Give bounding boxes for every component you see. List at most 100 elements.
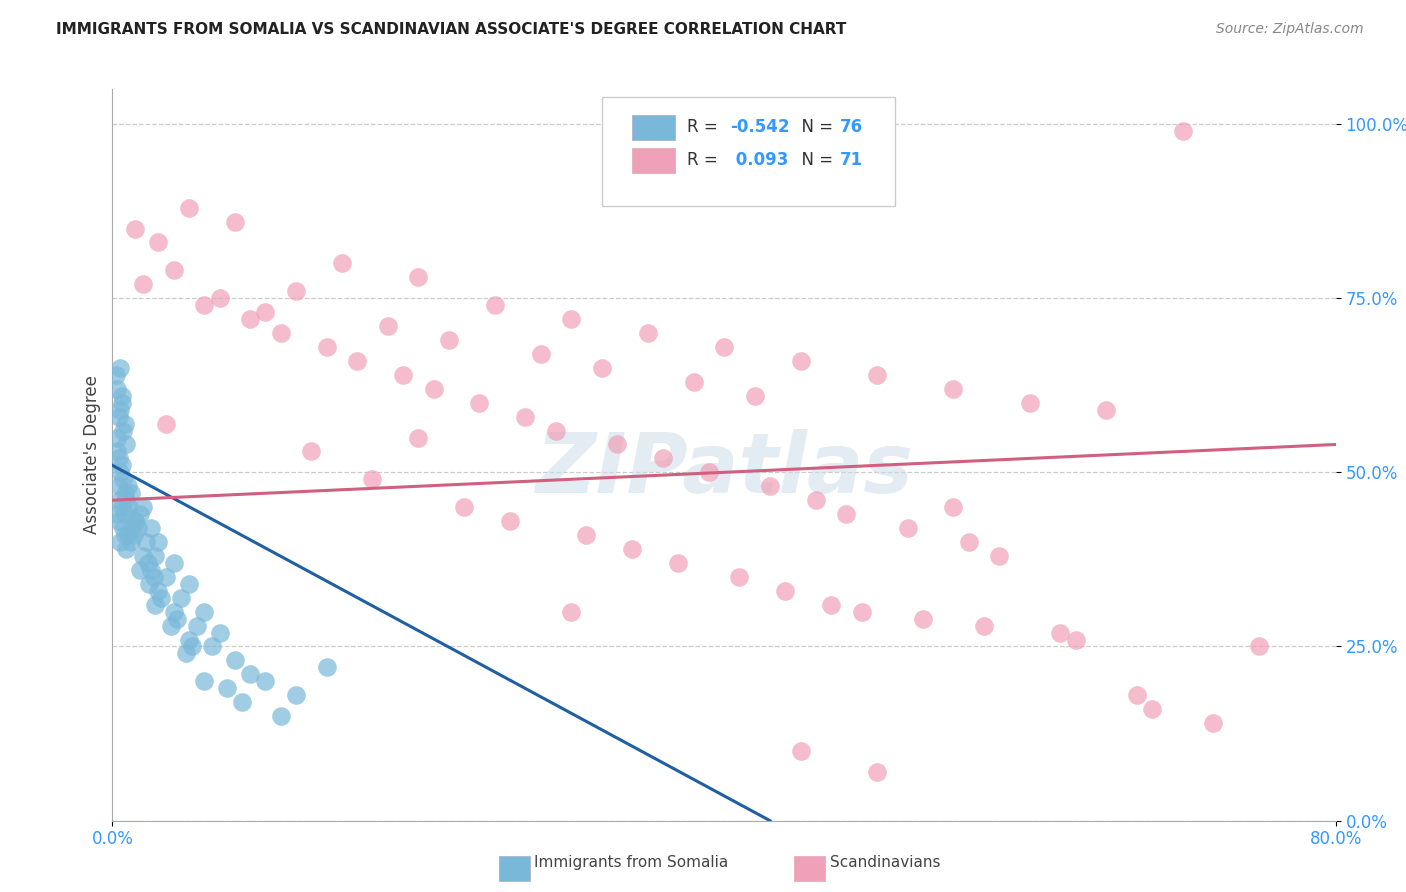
Text: R =: R = [688, 151, 724, 169]
Point [408, 270, 430, 285]
Text: Immigrants from Somalia: Immigrants from Somalia [534, 855, 728, 870]
Point [773, 583, 796, 598]
FancyBboxPatch shape [633, 148, 675, 173]
Point [866, 368, 889, 382]
Point [897, 521, 920, 535]
Point [163, 605, 186, 619]
Point [408, 430, 430, 444]
Point [148, 535, 170, 549]
Point [957, 535, 980, 549]
Point [759, 479, 782, 493]
Point [270, 709, 292, 723]
Point [155, 417, 177, 431]
Point [330, 256, 353, 270]
Point [107, 451, 129, 466]
Point [1202, 716, 1225, 731]
Point [114, 528, 136, 542]
Text: -0.542: -0.542 [730, 119, 790, 136]
Text: IMMIGRANTS FROM SOMALIA VS SCANDINAVIAN ASSOCIATE'S DEGREE CORRELATION CHART: IMMIGRANTS FROM SOMALIA VS SCANDINAVIAN … [56, 22, 846, 37]
Point [942, 382, 965, 396]
Point [437, 333, 460, 347]
Text: R =: R = [688, 119, 724, 136]
Point [177, 576, 200, 591]
Point [132, 277, 155, 292]
Point [118, 500, 141, 515]
Point [170, 591, 193, 605]
Point [973, 618, 995, 632]
Point [121, 521, 143, 535]
Point [942, 500, 965, 515]
Text: 71: 71 [841, 151, 863, 169]
Point [115, 493, 138, 508]
Point [728, 570, 751, 584]
Point [560, 605, 582, 619]
Point [453, 500, 475, 515]
Point [224, 653, 246, 667]
Point [115, 437, 138, 451]
Point [1142, 702, 1164, 716]
Point [150, 591, 173, 605]
Point [1018, 395, 1040, 409]
Point [108, 402, 131, 417]
Point [186, 618, 208, 632]
Point [515, 409, 537, 424]
Point [107, 409, 129, 424]
Point [621, 541, 644, 556]
Point [804, 493, 827, 508]
Point [181, 640, 204, 654]
Point [560, 312, 582, 326]
Point [105, 507, 128, 521]
Text: Source: ZipAtlas.com: Source: ZipAtlas.com [1216, 22, 1364, 37]
Point [361, 472, 384, 486]
Point [697, 466, 720, 480]
Point [201, 640, 224, 654]
Point [284, 688, 308, 702]
Text: N =: N = [792, 151, 839, 169]
Point [484, 298, 506, 312]
Point [108, 493, 131, 508]
Point [138, 576, 160, 591]
Point [120, 535, 142, 549]
Point [174, 647, 197, 661]
Point [529, 347, 551, 361]
Point [254, 305, 277, 319]
Point [148, 235, 170, 250]
Point [124, 514, 146, 528]
Text: 0.093: 0.093 [730, 151, 789, 169]
Point [1095, 402, 1118, 417]
Point [499, 514, 522, 528]
Point [682, 375, 704, 389]
Point [606, 437, 628, 451]
Point [866, 764, 889, 779]
Point [111, 395, 134, 409]
Text: Scandinavians: Scandinavians [830, 855, 941, 870]
Point [135, 535, 157, 549]
Point [132, 549, 155, 563]
Point [107, 479, 129, 493]
Point [1126, 688, 1149, 702]
Point [114, 417, 136, 431]
Point [1064, 632, 1087, 647]
Point [346, 354, 368, 368]
Text: 76: 76 [841, 119, 863, 136]
Point [129, 507, 152, 521]
Point [254, 674, 277, 689]
Point [124, 514, 146, 528]
Point [155, 570, 177, 584]
Point [105, 430, 128, 444]
Point [422, 382, 444, 396]
Point [208, 291, 231, 305]
Point [468, 395, 491, 409]
Point [104, 368, 127, 382]
Point [217, 681, 239, 696]
Point [159, 618, 181, 632]
Point [114, 507, 136, 521]
Point [193, 605, 215, 619]
Point [851, 605, 873, 619]
Point [136, 556, 159, 570]
Point [112, 521, 135, 535]
Point [591, 360, 613, 375]
Point [122, 528, 145, 542]
Point [835, 507, 858, 521]
Point [120, 486, 142, 500]
